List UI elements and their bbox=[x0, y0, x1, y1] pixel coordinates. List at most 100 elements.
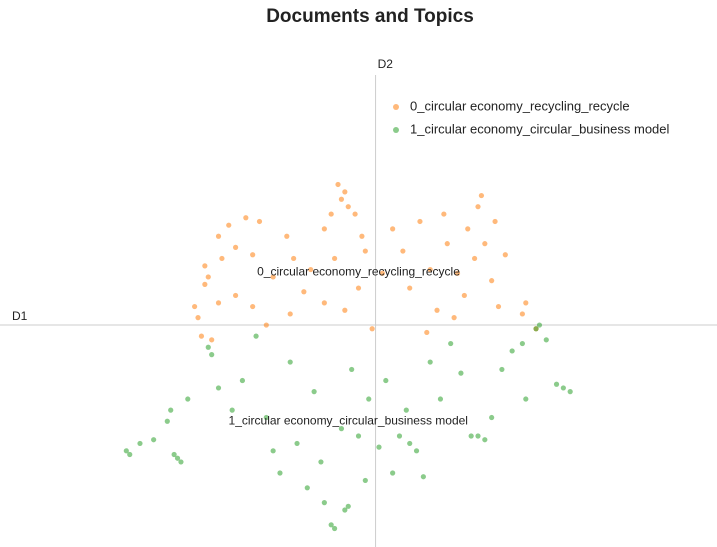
point bbox=[369, 326, 375, 332]
point bbox=[509, 348, 515, 354]
point bbox=[338, 196, 345, 202]
point bbox=[567, 389, 573, 395]
point bbox=[468, 433, 474, 439]
point bbox=[417, 218, 423, 225]
point bbox=[192, 303, 198, 310]
point bbox=[407, 285, 413, 291]
point bbox=[202, 281, 208, 287]
point bbox=[448, 340, 454, 347]
point bbox=[164, 418, 170, 424]
point bbox=[492, 218, 498, 225]
point bbox=[239, 377, 246, 384]
point bbox=[209, 352, 215, 358]
topic-label: 0_circular economy_recycling_recycle bbox=[257, 264, 460, 278]
legend-marker bbox=[393, 104, 399, 110]
point bbox=[342, 189, 348, 195]
point bbox=[215, 385, 222, 391]
point bbox=[185, 396, 191, 402]
point bbox=[366, 396, 372, 402]
point bbox=[396, 433, 403, 439]
point bbox=[277, 470, 283, 476]
point bbox=[328, 522, 334, 528]
point bbox=[332, 255, 338, 262]
legend-label: 0_circular economy_recycling_recycle bbox=[410, 98, 630, 113]
point bbox=[168, 407, 174, 413]
point bbox=[215, 233, 222, 239]
point bbox=[502, 252, 508, 258]
point bbox=[403, 407, 409, 413]
point bbox=[349, 366, 355, 373]
point bbox=[495, 303, 502, 310]
point bbox=[250, 252, 256, 258]
point bbox=[253, 333, 259, 339]
point bbox=[560, 385, 566, 391]
point bbox=[232, 244, 239, 250]
point bbox=[171, 451, 177, 458]
point bbox=[413, 448, 420, 454]
point bbox=[284, 233, 290, 239]
point bbox=[533, 326, 539, 332]
point bbox=[270, 448, 276, 454]
point bbox=[250, 303, 256, 310]
point bbox=[301, 289, 307, 295]
point bbox=[420, 474, 426, 480]
point bbox=[523, 396, 529, 402]
point bbox=[205, 344, 211, 350]
point bbox=[489, 278, 495, 284]
point bbox=[465, 226, 471, 232]
point bbox=[482, 241, 488, 247]
point bbox=[123, 448, 129, 454]
chart-title: Documents and Topics bbox=[266, 6, 474, 27]
topic-label: 1_circular economy_circular_business mod… bbox=[229, 413, 468, 427]
point bbox=[523, 300, 529, 306]
point bbox=[499, 366, 505, 373]
x-axis-label: D1 bbox=[12, 309, 28, 323]
point bbox=[359, 233, 365, 239]
point bbox=[407, 440, 413, 447]
point bbox=[427, 359, 433, 365]
point bbox=[209, 337, 215, 343]
point bbox=[489, 414, 495, 421]
point bbox=[332, 525, 338, 532]
point bbox=[461, 292, 467, 299]
point bbox=[536, 322, 543, 328]
point bbox=[321, 500, 327, 506]
point bbox=[335, 181, 341, 188]
y-axis-label: D2 bbox=[378, 57, 394, 71]
point bbox=[304, 485, 310, 491]
point bbox=[342, 307, 348, 313]
point bbox=[243, 215, 249, 221]
point bbox=[256, 218, 263, 225]
point bbox=[379, 270, 385, 276]
legend-label: 1_circular economy_circular_business mod… bbox=[410, 121, 670, 136]
point bbox=[458, 370, 464, 376]
point bbox=[321, 300, 327, 306]
point bbox=[444, 241, 450, 247]
point bbox=[362, 248, 368, 254]
point bbox=[338, 426, 345, 432]
point bbox=[195, 315, 201, 321]
point bbox=[205, 274, 211, 280]
point bbox=[434, 307, 440, 313]
point bbox=[471, 255, 478, 262]
point bbox=[202, 263, 208, 269]
point bbox=[308, 266, 314, 273]
point bbox=[390, 470, 396, 476]
point bbox=[226, 222, 232, 228]
point bbox=[427, 266, 433, 273]
point bbox=[400, 248, 406, 254]
point bbox=[215, 300, 222, 306]
point bbox=[311, 389, 317, 395]
point bbox=[437, 396, 444, 402]
point bbox=[345, 204, 351, 210]
point bbox=[519, 340, 525, 347]
point bbox=[362, 477, 368, 484]
point bbox=[352, 211, 358, 217]
point bbox=[229, 407, 235, 413]
point bbox=[219, 255, 225, 262]
point bbox=[294, 440, 300, 447]
point bbox=[232, 292, 239, 299]
point bbox=[454, 270, 461, 276]
point bbox=[151, 437, 157, 443]
point bbox=[383, 377, 389, 384]
